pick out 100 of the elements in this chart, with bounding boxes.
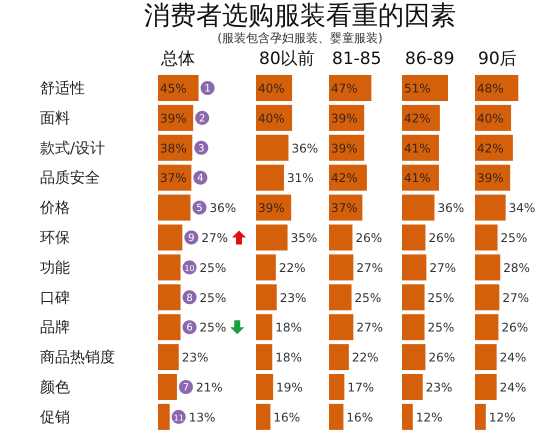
data-label: 37% <box>331 201 358 216</box>
annotation: 1 <box>204 84 211 94</box>
category-label: 款式/设计 <box>40 138 106 157</box>
data-label: 19% <box>276 380 303 394</box>
data-label: 31% <box>286 171 314 186</box>
data-label: 25% <box>354 290 382 305</box>
annotation: 10 <box>182 260 197 274</box>
data-label: 24% <box>500 380 526 394</box>
data-label: 42% <box>404 111 431 126</box>
annotation: 5 <box>192 200 206 215</box>
data-label: 39% <box>160 111 187 126</box>
data-label: 13% <box>188 410 216 424</box>
data-label: 42% <box>477 141 504 156</box>
data-label: 37% <box>160 171 187 186</box>
category-label: 颜色 <box>40 378 70 396</box>
data-label: 16% <box>346 410 374 424</box>
annotation: 3 <box>194 140 208 155</box>
panel-title: 80以前 <box>259 49 315 69</box>
data-label: 34% <box>508 201 536 216</box>
category-label: 口碑 <box>40 288 70 306</box>
data-label: 25% <box>200 260 226 275</box>
data-label: 27% <box>356 260 384 275</box>
data-label: 27% <box>429 260 456 275</box>
annotation: 7 <box>182 382 190 394</box>
data-label: 26% <box>355 231 382 245</box>
data-label: 22% <box>278 260 306 275</box>
data-label: 40% <box>258 82 285 96</box>
annotation: 9 <box>184 230 198 244</box>
panel-title: 86-89 <box>405 49 454 69</box>
data-label: 47% <box>331 82 358 96</box>
category-label: 商品热销度 <box>40 348 115 366</box>
annotation: 5 <box>196 203 203 214</box>
data-label: 48% <box>477 82 504 96</box>
panel-title: 81-85 <box>332 49 382 69</box>
annotation: 7 <box>178 380 193 394</box>
data-label: 40% <box>477 111 504 126</box>
category-label: 面料 <box>40 108 70 127</box>
data-label: 23% <box>280 290 306 305</box>
data-label: 18% <box>275 320 302 335</box>
category-label: 品质安全 <box>40 168 100 187</box>
annotation: 2 <box>198 113 206 124</box>
annotation: 9 <box>188 233 195 244</box>
category-label: 功能 <box>40 258 70 276</box>
title: 消费者选购服装看重的因素 <box>144 1 456 31</box>
data-label: 27% <box>502 290 530 305</box>
annotation: 10 <box>184 264 195 273</box>
data-label: 25% <box>200 290 226 305</box>
data-label: 40% <box>258 111 285 126</box>
annotation: 8 <box>182 290 197 304</box>
category-label: 环保 <box>40 228 70 246</box>
data-label: 26% <box>428 350 456 365</box>
data-label: 25% <box>200 320 226 335</box>
data-label: 23% <box>182 350 208 365</box>
annotation: 11 <box>172 410 186 424</box>
data-label: 38% <box>160 141 187 156</box>
panel-title: 总体 <box>161 49 195 69</box>
annotation: 4 <box>193 170 208 185</box>
data-label: 41% <box>404 141 431 156</box>
data-label: 39% <box>331 111 358 126</box>
data-label: 25% <box>500 231 528 245</box>
data-label: 26% <box>428 231 456 245</box>
data-label: 12% <box>488 410 516 424</box>
data-label: 28% <box>503 260 530 275</box>
data-label: 36% <box>437 201 464 216</box>
annotation: 2 <box>195 110 210 125</box>
data-label: 21% <box>196 380 223 394</box>
data-label: 27% <box>201 231 228 245</box>
data-label: 45% <box>160 82 187 96</box>
data-label: 17% <box>347 380 374 394</box>
data-label: 22% <box>352 350 379 365</box>
category-label: 促销 <box>40 408 70 426</box>
data-label: 42% <box>331 171 358 186</box>
data-label: 36% <box>291 141 318 156</box>
data-label: 39% <box>477 171 504 186</box>
data-label: 27% <box>356 320 384 335</box>
data-label: 35% <box>290 231 318 245</box>
panel-title: 90后 <box>478 49 517 69</box>
data-label: 24% <box>500 350 526 365</box>
data-label: 41% <box>404 171 431 186</box>
annotation: 6 <box>182 320 197 334</box>
subtitle: (服装包含孕妇服装、婴童服装) <box>217 31 383 45</box>
annotation: 11 <box>174 413 184 422</box>
data-label: 25% <box>428 320 454 335</box>
data-label: 51% <box>404 82 431 96</box>
annotation: 1 <box>200 81 215 95</box>
data-label: 18% <box>275 350 302 365</box>
data-label: 39% <box>258 201 285 216</box>
data-label: 23% <box>426 380 452 394</box>
data-label: 16% <box>273 410 300 424</box>
annotation: 8 <box>186 292 193 304</box>
annotation: 3 <box>198 143 204 154</box>
data-label: 36% <box>209 201 236 216</box>
annotation: 4 <box>197 173 204 184</box>
data-label: 25% <box>428 290 454 305</box>
data-label: 26% <box>501 320 528 335</box>
annotation: 6 <box>186 322 193 334</box>
category-label: 舒适性 <box>40 79 85 97</box>
data-label: 39% <box>331 141 358 156</box>
data-label: 12% <box>416 410 442 424</box>
category-label: 价格 <box>40 198 70 217</box>
